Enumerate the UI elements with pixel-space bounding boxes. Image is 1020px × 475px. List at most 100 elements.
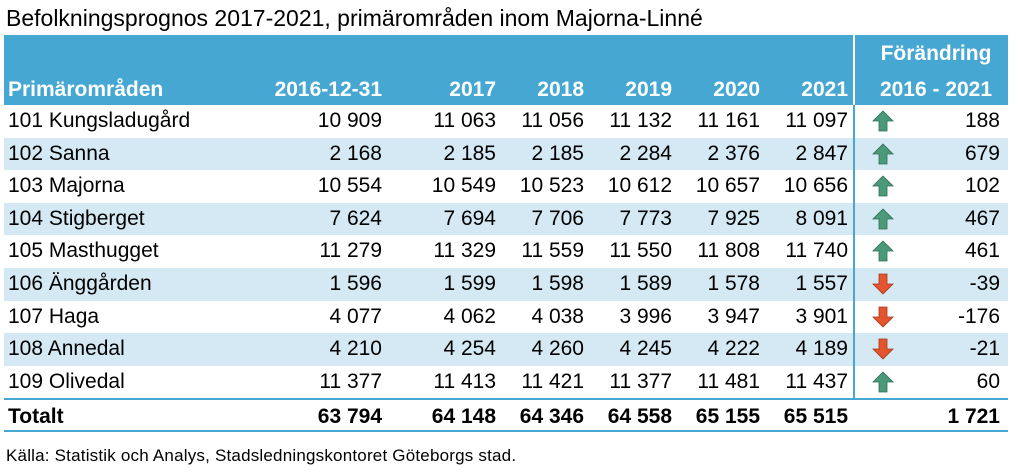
arrow-up-icon xyxy=(872,208,894,230)
row-value-4: 3 947 xyxy=(707,304,760,328)
table-row: 103 Majorna 10 554 10 549 10 523 10 612 10 65… xyxy=(4,170,1008,203)
row-value-2: 11 056 xyxy=(521,109,584,132)
row-value-4: 11 808 xyxy=(697,239,760,263)
row-value-0: 10 909 xyxy=(317,109,382,132)
total-value-2: 64 346 xyxy=(519,405,584,429)
row-value-0: 11 279 xyxy=(319,239,382,263)
header-change-period: 2016 - 2021 xyxy=(879,78,993,101)
row-value-0: 10 554 xyxy=(317,174,382,198)
row-value-3: 2 284 xyxy=(619,141,672,165)
row-change: 461 xyxy=(964,239,1000,263)
row-value-2: 10 523 xyxy=(519,174,584,198)
column-divider xyxy=(853,137,855,171)
column-divider xyxy=(853,300,855,334)
arrow-up-icon xyxy=(872,371,894,393)
row-value-5: 11 437 xyxy=(785,369,848,393)
arrow-up-icon xyxy=(872,110,894,132)
row-area-name: 101 Kungsladugård xyxy=(8,109,191,132)
page-title: Befolkningsprognos 2017-2021, primärområ… xyxy=(6,5,703,31)
row-change: 102 xyxy=(964,174,1000,198)
row-value-2: 1 598 xyxy=(531,271,584,295)
row-value-5: 3 901 xyxy=(795,304,848,328)
column-divider xyxy=(853,105,855,138)
row-value-1: 4 062 xyxy=(443,304,496,328)
arrow-down-icon xyxy=(872,273,894,295)
row-value-1: 1 599 xyxy=(443,271,496,295)
row-value-1: 2 185 xyxy=(443,141,496,165)
total-label: Totalt xyxy=(8,405,64,429)
row-value-3: 11 377 xyxy=(609,369,672,393)
row-value-2: 4 260 xyxy=(531,337,584,361)
row-change: 188 xyxy=(964,109,1000,132)
row-area-name: 107 Haga xyxy=(8,304,100,328)
header-change-label: Förändring xyxy=(880,42,992,65)
row-value-5: 10 656 xyxy=(783,174,848,198)
table-row: 107 Haga 4 077 4 062 4 038 3 996 3 947 3 901 -1… xyxy=(4,300,1008,334)
arrow-up-icon xyxy=(872,175,894,197)
row-area-name: 102 Sanna xyxy=(8,141,110,165)
column-divider xyxy=(853,267,855,301)
row-value-2: 4 038 xyxy=(531,304,584,328)
column-divider xyxy=(853,170,855,203)
row-value-3: 1 589 xyxy=(619,271,672,295)
row-value-4: 11 161 xyxy=(697,109,760,132)
total-row: Totalt 63 794 64 148 64 346 64 558 65 15… xyxy=(4,398,1008,433)
table-row: 104 Stigberget 7 624 7 694 7 706 7 773 7 925 8… xyxy=(4,202,1008,236)
table-header: Primärområden 2016-12-31 2017 2018 2019 … xyxy=(4,35,1008,105)
row-value-5: 4 189 xyxy=(795,337,848,361)
row-change: 60 xyxy=(976,369,1000,393)
header-year-5: 2021 xyxy=(801,78,848,101)
table-row: 101 Kungsladugård 10 909 11 063 11 056 11 13… xyxy=(4,105,1008,138)
row-change: -21 xyxy=(969,337,1000,361)
total-value-3: 64 558 xyxy=(607,405,672,429)
row-value-3: 11 132 xyxy=(609,109,672,132)
header-year-4: 2020 xyxy=(713,78,760,101)
table-row: 108 Annedal 4 210 4 254 4 260 4 245 4 222 4 18… xyxy=(4,333,1008,366)
row-value-4: 1 578 xyxy=(707,271,760,295)
header-primaromraden: Primärområden xyxy=(8,78,164,101)
row-value-0: 4 077 xyxy=(329,304,382,328)
row-value-3: 3 996 xyxy=(619,304,672,328)
row-value-1: 10 549 xyxy=(431,174,496,198)
row-area-name: 106 Änggården xyxy=(8,271,152,295)
table-row: 109 Olivedal 11 377 11 413 11 421 11 377 11 4… xyxy=(4,365,1008,399)
arrow-down-icon xyxy=(872,338,894,360)
row-value-5: 1 557 xyxy=(795,271,848,295)
row-change: 467 xyxy=(964,206,1000,230)
row-value-1: 11 329 xyxy=(433,239,496,263)
row-value-4: 4 222 xyxy=(707,337,760,361)
row-value-1: 11 413 xyxy=(433,369,496,393)
row-value-4: 11 481 xyxy=(697,369,760,393)
row-value-2: 7 706 xyxy=(531,206,584,230)
table-row: 106 Änggården 1 596 1 599 1 598 1 589 1 578 1 … xyxy=(4,267,1008,301)
header-year-2: 2018 xyxy=(537,78,584,101)
header-year-0: 2016-12-31 xyxy=(274,78,382,101)
row-area-name: 109 Olivedal xyxy=(8,369,125,393)
row-value-0: 7 624 xyxy=(329,206,382,230)
table-body: 101 Kungsladugård 10 909 11 063 11 056 11 13… xyxy=(4,105,1008,399)
table-row: 105 Masthugget 11 279 11 329 11 559 11 550 11… xyxy=(4,235,1008,268)
column-divider xyxy=(853,235,855,268)
total-value-1: 64 148 xyxy=(431,405,496,429)
row-value-5: 2 847 xyxy=(795,141,848,165)
row-value-3: 7 773 xyxy=(619,206,672,230)
header-divider xyxy=(853,35,855,105)
total-change: 1 721 xyxy=(947,405,1000,429)
row-value-4: 7 925 xyxy=(707,206,760,230)
population-table: Primärområden 2016-12-31 2017 2018 2019 … xyxy=(4,35,1008,433)
source-note: Källa: Statistik och Analys, Stadslednin… xyxy=(6,446,517,465)
total-value-5: 65 515 xyxy=(783,405,848,429)
arrow-up-icon xyxy=(872,143,894,165)
row-value-5: 8 091 xyxy=(795,206,848,230)
row-value-1: 11 063 xyxy=(433,109,496,132)
row-change: -39 xyxy=(969,271,1000,295)
row-value-2: 11 559 xyxy=(521,239,584,263)
row-area-name: 105 Masthugget xyxy=(8,239,159,263)
row-change: 679 xyxy=(964,141,1000,165)
total-value-4: 65 155 xyxy=(695,405,760,429)
row-value-2: 11 421 xyxy=(521,369,584,393)
row-value-5: 11 740 xyxy=(785,239,848,263)
row-change: -176 xyxy=(957,304,1000,328)
row-value-1: 7 694 xyxy=(443,206,496,230)
header-year-1: 2017 xyxy=(449,78,496,101)
